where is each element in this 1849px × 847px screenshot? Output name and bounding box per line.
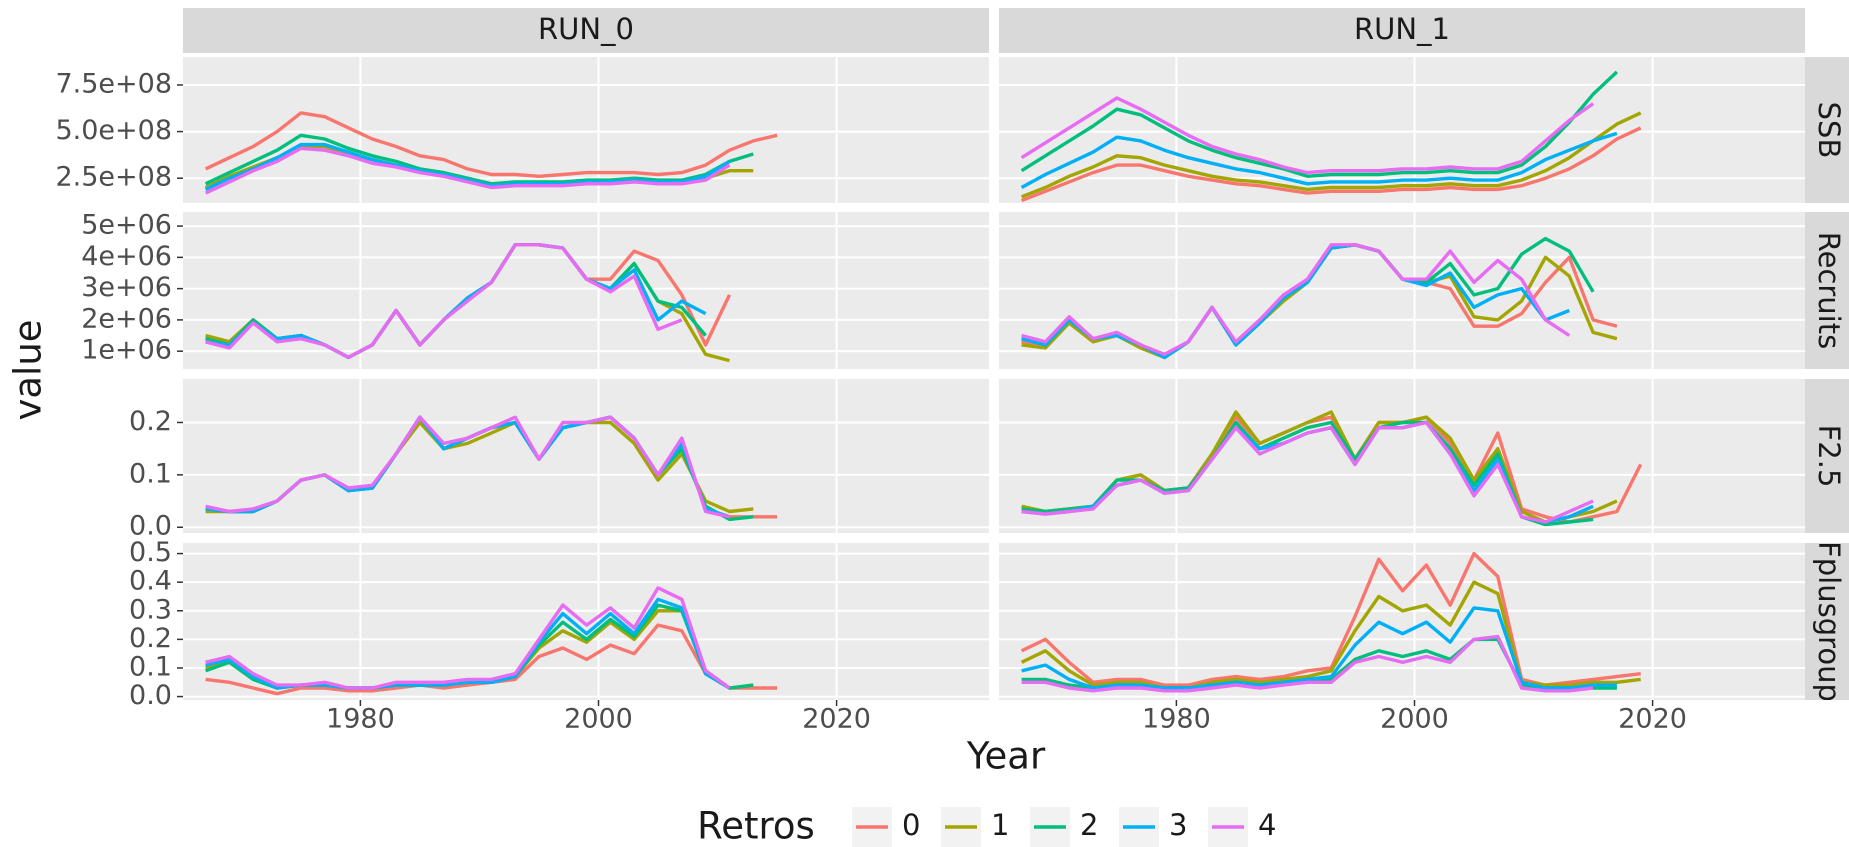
row-strip-group: Fplusgroup (1812, 541, 1846, 702)
legend-label: 3 (1169, 808, 1187, 842)
x-tick-label: 2020 (1618, 704, 1687, 735)
row-strip-label: Recruits (1812, 232, 1846, 349)
series-line (1020, 70, 1619, 178)
series-line (205, 243, 683, 360)
panel-lines (1020, 70, 1642, 203)
series-line (1020, 96, 1595, 175)
y-tick-label: 2.5e+08 (55, 162, 172, 193)
panel-background (183, 543, 989, 700)
y-tick-label: 5e+06 (81, 210, 172, 241)
series-line (1021, 243, 1570, 360)
y-tick-label: 7.5e+08 (55, 68, 172, 99)
panel-lines (205, 415, 778, 522)
legend-label: 1 (991, 808, 1009, 842)
panel-lines (204, 111, 778, 195)
y-tick-label: 0.3 (129, 594, 172, 625)
row-strip-label: Fplusgroup (1812, 541, 1846, 702)
row-strip (1805, 543, 1849, 700)
panel-background (999, 543, 1805, 700)
row-strip (1805, 212, 1849, 369)
y-tick-label: 5.0e+08 (55, 115, 172, 146)
series-line (205, 586, 731, 690)
y-tick-label: 3e+06 (81, 272, 172, 303)
y-tick-label: 0.2 (129, 406, 172, 437)
y-tick-label: 1e+06 (81, 335, 172, 366)
series-line (1021, 243, 1571, 356)
panel-background (999, 379, 1805, 533)
series-line (1020, 111, 1642, 199)
column-strip-label: RUN_1 (1354, 12, 1450, 46)
legend-label: 4 (1258, 808, 1276, 842)
column-strip (183, 8, 989, 53)
row-strip-label: SSB (1812, 102, 1846, 159)
row-strip-group: F2.5 (1812, 425, 1846, 488)
series-line (1020, 126, 1642, 203)
x-axis-title: Year (966, 735, 1046, 778)
panel-lines (1020, 551, 1641, 693)
y-tick-label: 0.0 (129, 680, 172, 711)
legend-title: Retros (697, 805, 815, 847)
series-line (1021, 634, 1594, 693)
x-tick-label: 1980 (326, 704, 395, 735)
series-line (1020, 131, 1618, 189)
panel-lines (205, 243, 732, 363)
series-line (205, 415, 730, 519)
y-tick-label: 0.2 (129, 623, 172, 654)
row-strip (1805, 379, 1849, 533)
series-line (204, 133, 754, 186)
column-strip (999, 8, 1805, 53)
x-tick-label: 1980 (1142, 704, 1211, 735)
y-tick-label: 2e+06 (81, 303, 172, 334)
panel-background (183, 212, 989, 369)
legend-label: 0 (902, 808, 920, 842)
panel-lines (205, 586, 778, 696)
legend-label: 2 (1080, 808, 1098, 842)
series-line (1021, 420, 1594, 524)
panel-background (999, 212, 1805, 369)
row-strip (1805, 57, 1849, 203)
y-tick-label: 0.5 (129, 537, 172, 568)
y-tick-label: 0.4 (129, 566, 172, 597)
y-tick-label: 4e+06 (81, 241, 172, 272)
x-tick-label: 2020 (802, 704, 871, 735)
row-strip-group: Recruits (1812, 232, 1846, 349)
row-strip-label: F2.5 (1812, 425, 1846, 488)
panel-lines (1021, 236, 1618, 360)
x-tick-label: 2000 (564, 704, 633, 735)
column-strip-label: RUN_0 (538, 12, 634, 46)
series-line (204, 146, 731, 195)
y-tick-label: 0.1 (129, 651, 172, 682)
row-strip-group: SSB (1812, 102, 1846, 159)
y-tick-label: 0.1 (129, 458, 172, 489)
y-tick-label: 0.0 (129, 511, 172, 542)
x-tick-label: 2000 (1380, 704, 1449, 735)
series-line (204, 111, 778, 178)
series-line (204, 142, 731, 191)
panel-background (183, 379, 989, 533)
series-line (1021, 420, 1594, 527)
series-line (1020, 580, 1641, 690)
panel-lines (1021, 410, 1643, 527)
series-line (1021, 606, 1617, 690)
y-axis-title: value (7, 319, 50, 420)
